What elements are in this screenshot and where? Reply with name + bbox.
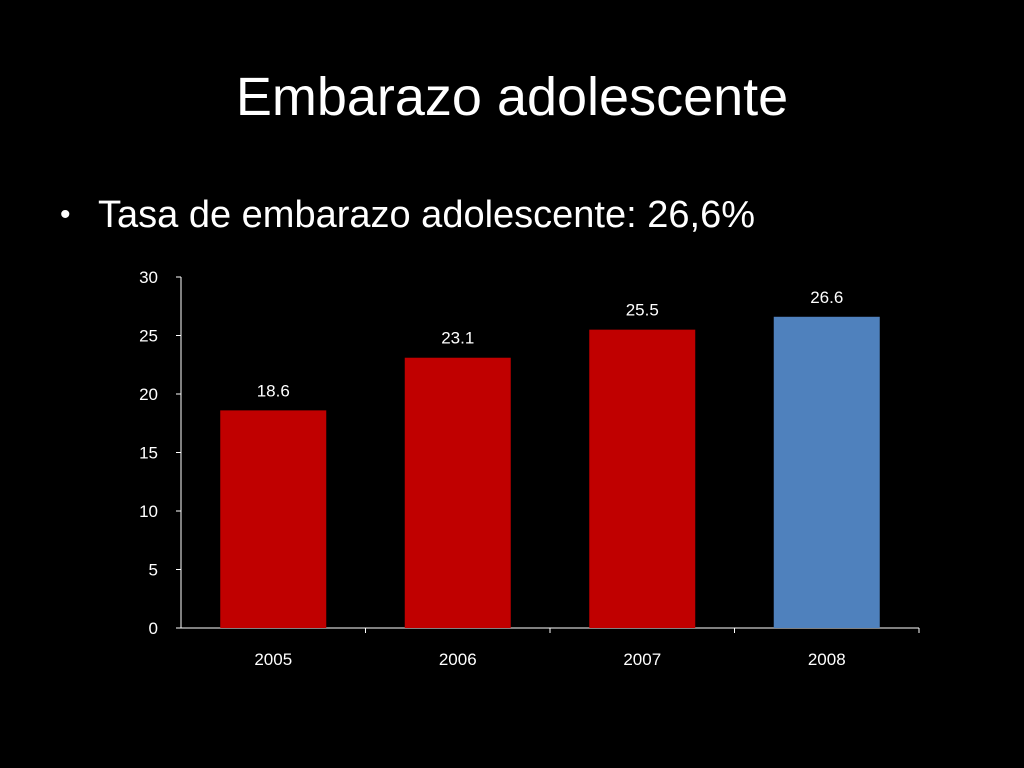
- y-tick-label: 30: [139, 268, 158, 287]
- y-tick-label: 0: [149, 619, 158, 638]
- bar-2007: [589, 329, 696, 628]
- y-tick-label: 20: [139, 385, 158, 404]
- slide-title: Embarazo adolescente: [235, 67, 789, 127]
- bullet-text: Tasa de embarazo adolescente: 26,6%: [98, 193, 755, 236]
- y-tick-label: 5: [149, 561, 158, 580]
- x-tick-label: 2008: [808, 650, 846, 669]
- bullet-item: • Tasa de embarazo adolescente: 26,6%: [60, 190, 755, 240]
- bullet-dot-icon: •: [60, 198, 71, 231]
- data-label: 23.1: [441, 329, 474, 348]
- x-tick-label: 2005: [254, 650, 292, 669]
- y-tick-label: 25: [139, 327, 158, 346]
- data-label: 18.6: [257, 381, 290, 400]
- y-tick-label: 15: [139, 444, 158, 463]
- bar-2005: [220, 410, 327, 628]
- y-tick-label: 10: [139, 502, 158, 521]
- data-label: 25.5: [626, 301, 659, 320]
- bar-2008: [773, 316, 880, 628]
- x-tick-label: 2006: [439, 650, 477, 669]
- data-label: 26.6: [810, 288, 843, 307]
- x-tick-label: 2007: [623, 650, 661, 669]
- bar-2006: [404, 357, 511, 628]
